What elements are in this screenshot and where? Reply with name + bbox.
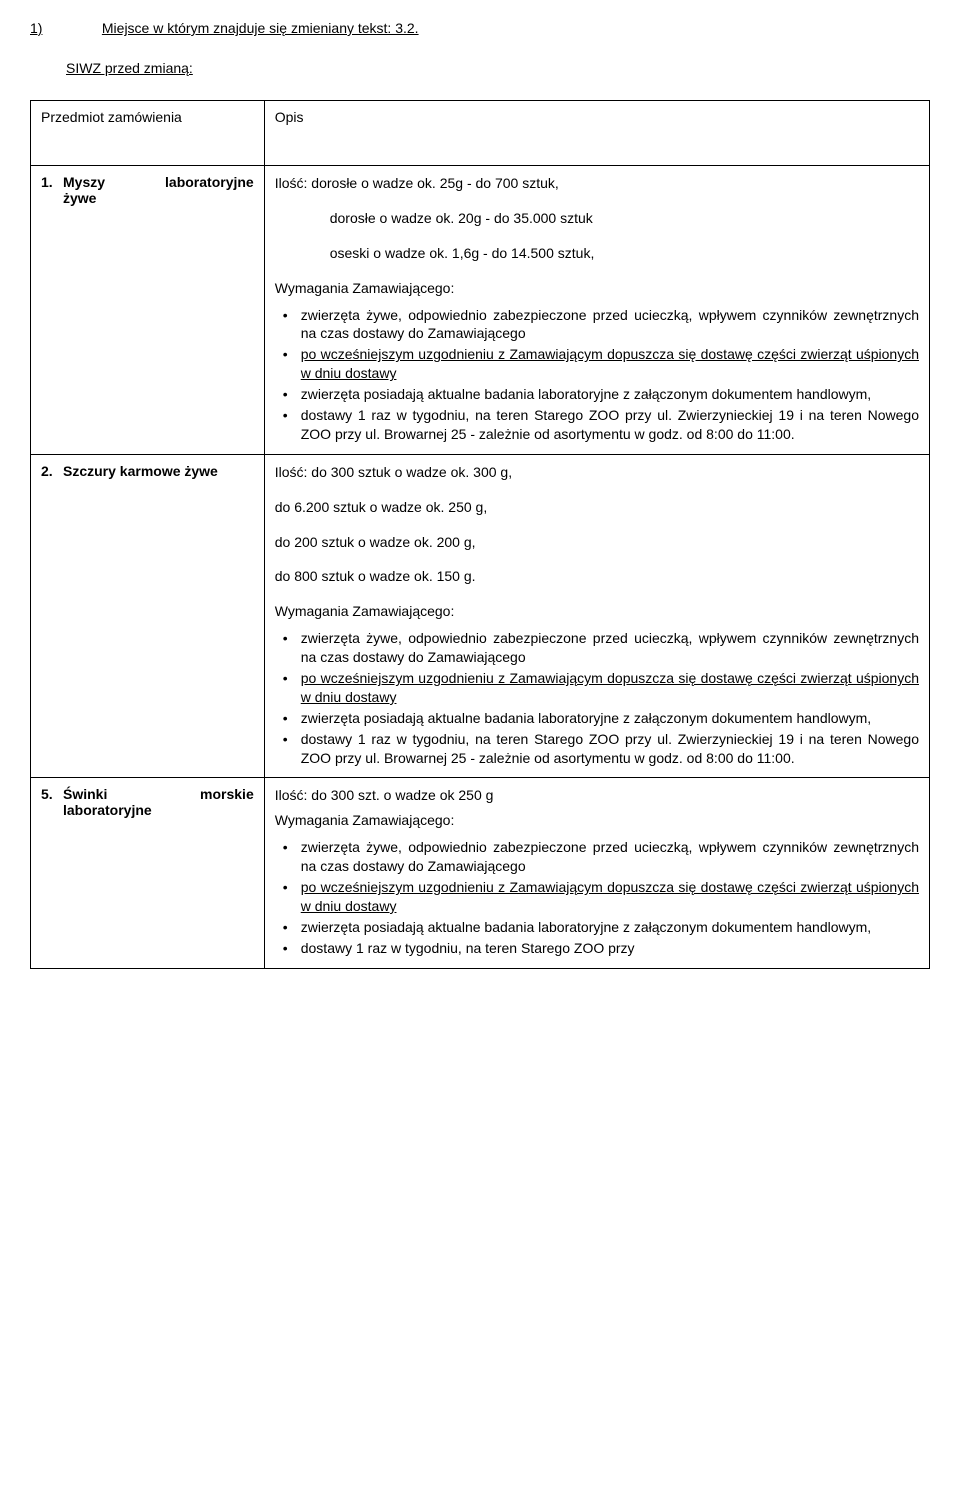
table-row: 1. Myszy laboratoryjne żywe Ilość: doros… (31, 166, 930, 455)
row1-label-r: laboratoryjne (165, 174, 254, 190)
header-left: Przedmiot zamówienia (31, 101, 265, 166)
section-num: 1) (66, 20, 98, 36)
bullet-item: zwierzęta żywe, odpowiednio zabezpieczon… (301, 838, 919, 876)
bullet-item: zwierzęta żywe, odpowiednio zabezpieczon… (301, 629, 919, 667)
row1-num: 1. (41, 174, 63, 190)
row1-label-l: Myszy (63, 174, 105, 190)
row1-label-cell: 1. Myszy laboratoryjne żywe (31, 166, 265, 455)
row5-num: 5. (41, 786, 63, 802)
row1-wym: Wymagania Zamawiającego: (275, 279, 919, 298)
row5-wym: Wymagania Zamawiającego: (275, 811, 919, 830)
table-row: 2. Szczury karmowe żywe Ilość: do 300 sz… (31, 454, 930, 778)
row2-num: 2. (41, 463, 63, 479)
bullet-item: po wcześniejszym uzgodnieniu z Zamawiają… (301, 878, 919, 916)
bullet-item: zwierzęta posiadają aktualne badania lab… (301, 709, 919, 728)
row5-label-cell: 5. Świnki morskie laboratoryjne (31, 778, 265, 968)
row2-line3: do 200 sztuk o wadze ok. 200 g, (275, 533, 919, 552)
row2-line1: Ilość: do 300 sztuk o wadze ok. 300 g, (275, 463, 919, 482)
row5-label-r: morskie (200, 786, 254, 802)
section-text: Miejsce w którym znajduje się zmieniany … (102, 20, 419, 36)
spec-table: Przedmiot zamówienia Opis 1. Myszy labor… (30, 100, 930, 969)
row5-label-l: Świnki (63, 786, 107, 802)
row2-bullets: zwierzęta żywe, odpowiednio zabezpieczon… (275, 629, 919, 767)
siwz-label: SIWZ przed zmianą: (66, 60, 930, 76)
bullet-item: dostawy 1 raz w tygodniu, na teren Stare… (301, 406, 919, 444)
row1-line1: Ilość: dorosłe o wadze ok. 25g - do 700 … (275, 174, 919, 193)
row1-desc-cell: Ilość: dorosłe o wadze ok. 25g - do 700 … (264, 166, 929, 455)
table-row: 5. Świnki morskie laboratoryjne Ilość: d… (31, 778, 930, 968)
header-right: Opis (264, 101, 929, 166)
bullet-item: dostawy 1 raz w tygodniu, na teren Stare… (301, 730, 919, 768)
bullet-item: po wcześniejszym uzgodnieniu z Zamawiają… (301, 345, 919, 383)
row1-label2: żywe (63, 190, 254, 206)
row2-label: Szczury karmowe żywe (63, 463, 218, 479)
row2-label-cell: 2. Szczury karmowe żywe (31, 454, 265, 778)
row2-line2: do 6.200 sztuk o wadze ok. 250 g, (275, 498, 919, 517)
row5-desc-cell: Ilość: do 300 szt. o wadze ok 250 g Wyma… (264, 778, 929, 968)
section-heading: 1) Miejsce w którym znajduje się zmienia… (66, 20, 930, 36)
row1-bullets: zwierzęta żywe, odpowiednio zabezpieczon… (275, 306, 919, 444)
bullet-item: po wcześniejszym uzgodnieniu z Zamawiają… (301, 669, 919, 707)
row2-wym: Wymagania Zamawiającego: (275, 602, 919, 621)
row5-bullets: zwierzęta żywe, odpowiednio zabezpieczon… (275, 838, 919, 957)
row1-line2: dorosłe o wadze ok. 20g - do 35.000 sztu… (330, 209, 919, 228)
row1-line3: oseski o wadze ok. 1,6g - do 14.500 sztu… (330, 244, 919, 263)
row5-line1: Ilość: do 300 szt. o wadze ok 250 g (275, 786, 919, 805)
row2-line4: do 800 sztuk o wadze ok. 150 g. (275, 567, 919, 586)
row5-label2: laboratoryjne (63, 802, 254, 818)
bullet-item: dostawy 1 raz w tygodniu, na teren Stare… (301, 939, 919, 958)
table-header-row: Przedmiot zamówienia Opis (31, 101, 930, 166)
bullet-item: zwierzęta żywe, odpowiednio zabezpieczon… (301, 306, 919, 344)
bullet-item: zwierzęta posiadają aktualne badania lab… (301, 385, 919, 404)
bullet-item: zwierzęta posiadają aktualne badania lab… (301, 918, 919, 937)
row2-desc-cell: Ilość: do 300 sztuk o wadze ok. 300 g, d… (264, 454, 929, 778)
